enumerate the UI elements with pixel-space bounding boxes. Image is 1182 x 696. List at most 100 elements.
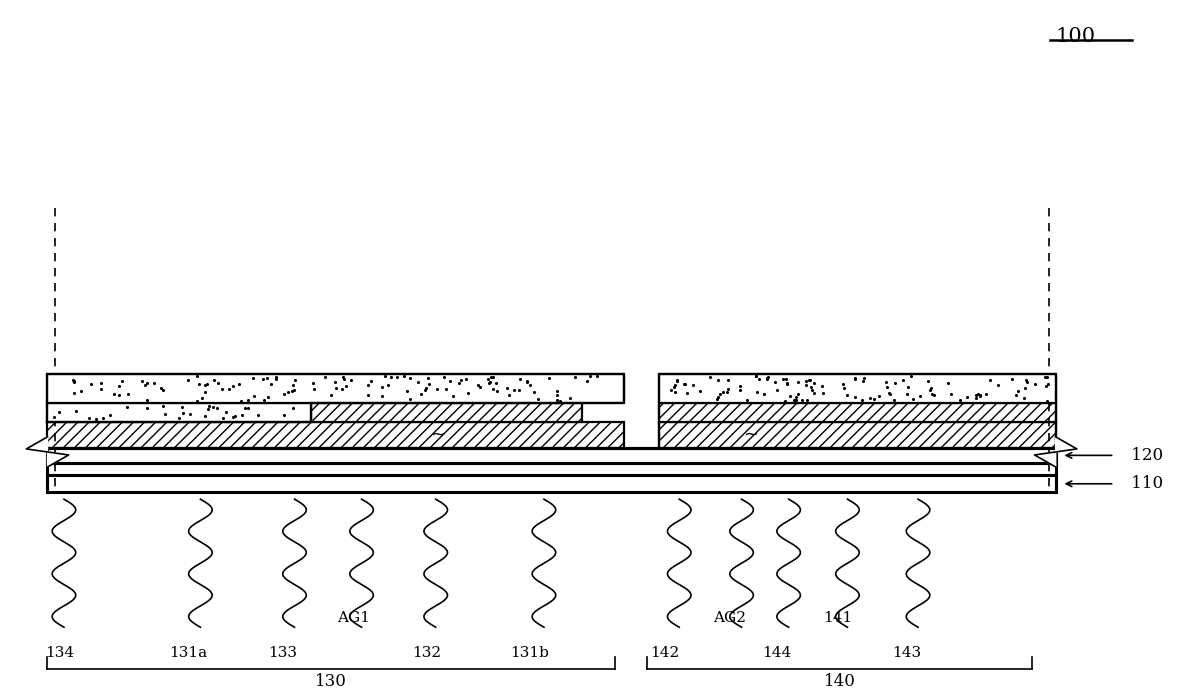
Point — [488, 385, 507, 396]
Point — [483, 384, 502, 395]
Point — [966, 393, 985, 404]
Point — [777, 377, 795, 388]
Point — [714, 386, 733, 397]
Point — [267, 372, 286, 383]
Point — [105, 388, 124, 399]
Point — [701, 371, 720, 382]
Point — [788, 376, 807, 387]
Point — [100, 410, 119, 421]
Point — [665, 386, 684, 397]
Point — [981, 374, 1000, 386]
Point — [239, 395, 258, 406]
Point — [518, 377, 537, 388]
Point — [196, 386, 215, 397]
Point — [223, 412, 242, 423]
Point — [845, 391, 864, 402]
Point — [456, 374, 475, 385]
Point — [358, 389, 377, 400]
Point — [901, 370, 920, 381]
Point — [92, 384, 111, 395]
Point — [665, 382, 684, 393]
Point — [65, 388, 84, 399]
Point — [801, 381, 820, 393]
Point — [521, 379, 540, 390]
Point — [668, 375, 687, 386]
Point — [200, 400, 219, 411]
Text: 141: 141 — [824, 611, 852, 625]
Point — [793, 394, 812, 405]
Point — [804, 377, 823, 388]
Point — [969, 389, 988, 400]
Point — [216, 406, 235, 418]
Text: 130: 130 — [316, 673, 348, 690]
Point — [232, 395, 251, 406]
Point — [976, 388, 995, 400]
Point — [777, 374, 795, 385]
Point — [566, 372, 585, 383]
Point — [361, 376, 379, 387]
Point — [119, 388, 138, 400]
Point — [853, 376, 872, 387]
Text: AG1: AG1 — [337, 611, 370, 625]
Point — [86, 413, 105, 425]
Point — [1026, 379, 1045, 390]
Point — [837, 390, 856, 401]
Point — [747, 387, 766, 398]
Point — [209, 377, 228, 388]
Point — [852, 394, 871, 405]
Point — [335, 372, 353, 383]
Point — [900, 382, 918, 393]
Point — [511, 374, 530, 385]
Point — [428, 383, 447, 395]
Text: 133: 133 — [268, 647, 297, 661]
Point — [332, 383, 351, 395]
Point — [226, 410, 245, 421]
Point — [138, 402, 157, 413]
Text: ~: ~ — [743, 426, 759, 444]
Point — [1018, 377, 1037, 388]
Point — [674, 378, 693, 389]
Point — [169, 413, 188, 424]
Point — [749, 374, 768, 385]
Point — [662, 384, 681, 395]
Point — [797, 376, 816, 387]
Point — [420, 378, 439, 389]
Point — [911, 390, 930, 402]
Point — [518, 376, 537, 387]
Point — [845, 374, 864, 385]
Point — [665, 379, 684, 390]
Text: 134: 134 — [45, 647, 73, 661]
Point — [261, 379, 280, 390]
Point — [79, 413, 98, 424]
Text: 142: 142 — [650, 647, 680, 661]
Point — [459, 388, 478, 399]
Point — [284, 384, 303, 395]
Point — [64, 377, 83, 388]
Text: 131a: 131a — [169, 647, 208, 661]
Point — [195, 380, 214, 391]
Text: 132: 132 — [411, 647, 441, 661]
Point — [719, 374, 738, 386]
Point — [189, 379, 208, 390]
Point — [833, 379, 852, 390]
Point — [275, 409, 294, 420]
Point — [50, 406, 69, 418]
Point — [547, 394, 566, 405]
Point — [443, 390, 462, 402]
Point — [416, 382, 435, 393]
Point — [799, 374, 818, 386]
Point — [524, 386, 543, 397]
Point — [921, 385, 940, 396]
Point — [540, 372, 559, 383]
Point — [758, 374, 777, 385]
Point — [110, 389, 129, 400]
Bar — [47, 422, 624, 448]
Point — [754, 388, 773, 400]
Point — [229, 379, 248, 390]
Point — [173, 402, 191, 413]
Point — [834, 382, 853, 393]
Point — [884, 395, 903, 406]
Point — [1037, 372, 1056, 383]
Point — [91, 377, 110, 388]
Point — [803, 384, 821, 395]
